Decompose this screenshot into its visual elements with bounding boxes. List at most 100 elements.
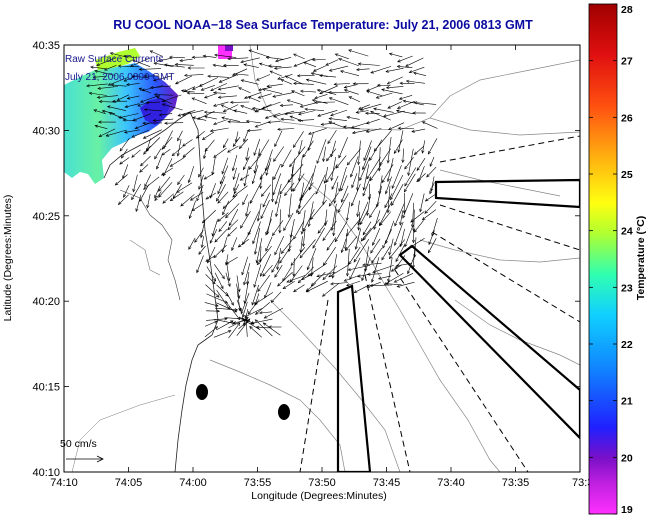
current-vector bbox=[218, 221, 228, 232]
current-vector-head bbox=[244, 317, 248, 322]
current-vector bbox=[254, 293, 260, 306]
current-vector-head bbox=[348, 49, 352, 53]
current-vector bbox=[274, 235, 285, 255]
current-vector bbox=[248, 49, 270, 58]
current-vector-head bbox=[340, 199, 344, 203]
current-vector-head bbox=[280, 250, 285, 254]
current-vector-head bbox=[272, 114, 277, 118]
current-vector-head bbox=[245, 317, 249, 321]
current-vector bbox=[192, 83, 204, 90]
current-vector bbox=[232, 155, 238, 171]
current-vector-head bbox=[381, 179, 385, 184]
current-vector bbox=[362, 221, 372, 235]
current-vector-head bbox=[274, 143, 278, 148]
current-vector-head bbox=[286, 279, 290, 283]
current-vector-head bbox=[280, 79, 284, 82]
current-vector bbox=[89, 92, 107, 96]
current-vector bbox=[317, 220, 328, 234]
current-vector-head bbox=[187, 179, 191, 184]
current-vector bbox=[227, 57, 249, 60]
current-vector-head bbox=[379, 222, 383, 227]
current-vector-head bbox=[215, 303, 219, 307]
current-vector bbox=[386, 86, 404, 89]
current-vector bbox=[209, 228, 218, 244]
current-vector bbox=[404, 156, 414, 170]
current-vector-head bbox=[280, 117, 284, 121]
current-vector bbox=[389, 53, 403, 58]
current-vector-head bbox=[279, 260, 283, 264]
current-vector bbox=[345, 236, 358, 251]
current-vector bbox=[182, 110, 204, 116]
current-vector-head bbox=[386, 160, 390, 164]
current-vector bbox=[413, 220, 424, 233]
current-vector-head bbox=[373, 107, 377, 111]
current-vector-head bbox=[188, 246, 192, 250]
current-vector bbox=[277, 271, 293, 287]
current-vector-head bbox=[126, 82, 130, 87]
current-vector-head bbox=[221, 249, 225, 253]
current-vector-head bbox=[244, 314, 248, 318]
current-vector bbox=[384, 193, 393, 208]
current-vector-head bbox=[342, 125, 347, 129]
current-vector-head bbox=[93, 109, 98, 113]
current-vector bbox=[310, 199, 327, 220]
current-vector-head bbox=[273, 176, 277, 181]
current-vector-head bbox=[243, 63, 247, 67]
current-vector-head bbox=[209, 195, 213, 199]
current-vector bbox=[382, 228, 392, 249]
current-vector bbox=[257, 203, 262, 222]
current-vector-head bbox=[356, 68, 360, 72]
current-vector bbox=[306, 79, 327, 85]
current-vector bbox=[391, 165, 402, 189]
current-vector bbox=[198, 245, 206, 255]
current-vector-head bbox=[330, 177, 334, 182]
current-vector bbox=[268, 65, 282, 67]
current-vector bbox=[260, 253, 272, 277]
current-vector bbox=[260, 199, 270, 219]
current-vector-head bbox=[232, 320, 237, 324]
current-vector bbox=[272, 92, 294, 97]
current-vector bbox=[353, 239, 370, 263]
current-vector bbox=[428, 138, 438, 155]
current-vector bbox=[177, 174, 185, 185]
current-vector bbox=[115, 174, 128, 186]
current-vector bbox=[280, 118, 295, 121]
current-vector bbox=[381, 245, 391, 261]
current-vector-head bbox=[362, 166, 365, 171]
current-vector bbox=[338, 166, 347, 192]
current-vector bbox=[376, 185, 383, 208]
current-vector bbox=[107, 106, 127, 111]
current-vector-head bbox=[154, 197, 158, 202]
current-vector-head bbox=[391, 202, 395, 207]
current-vector-head bbox=[365, 121, 370, 125]
current-vector bbox=[140, 155, 151, 167]
current-vector-head bbox=[399, 81, 403, 85]
current-vector bbox=[236, 318, 251, 336]
current-vector-head bbox=[231, 72, 236, 76]
current-vector bbox=[190, 191, 204, 201]
current-vector bbox=[268, 121, 281, 123]
current-vector-head bbox=[212, 280, 216, 285]
current-vector-head bbox=[118, 115, 122, 119]
current-vector-head bbox=[343, 89, 348, 93]
current-vector bbox=[162, 193, 174, 204]
cb-tick-label: 23 bbox=[621, 282, 633, 294]
current-vector-head bbox=[174, 81, 179, 85]
current-vector-head bbox=[232, 194, 236, 198]
shipping-lanes bbox=[336, 178, 580, 472]
current-vector-head bbox=[122, 118, 127, 122]
current-vector-head bbox=[361, 277, 365, 282]
current-vector bbox=[144, 109, 163, 112]
current-vector-head bbox=[203, 155, 207, 160]
current-vector-head bbox=[158, 113, 163, 117]
current-vector bbox=[381, 164, 394, 183]
current-vector-head bbox=[354, 246, 358, 250]
current-vector-head bbox=[101, 109, 106, 113]
current-vector-head bbox=[214, 53, 218, 57]
current-vector-head bbox=[296, 209, 300, 214]
sst-cold-patch bbox=[140, 98, 170, 125]
current-vector-head bbox=[402, 210, 406, 214]
current-vector bbox=[164, 122, 184, 124]
current-vector bbox=[159, 113, 173, 116]
current-vector-head bbox=[249, 326, 253, 330]
